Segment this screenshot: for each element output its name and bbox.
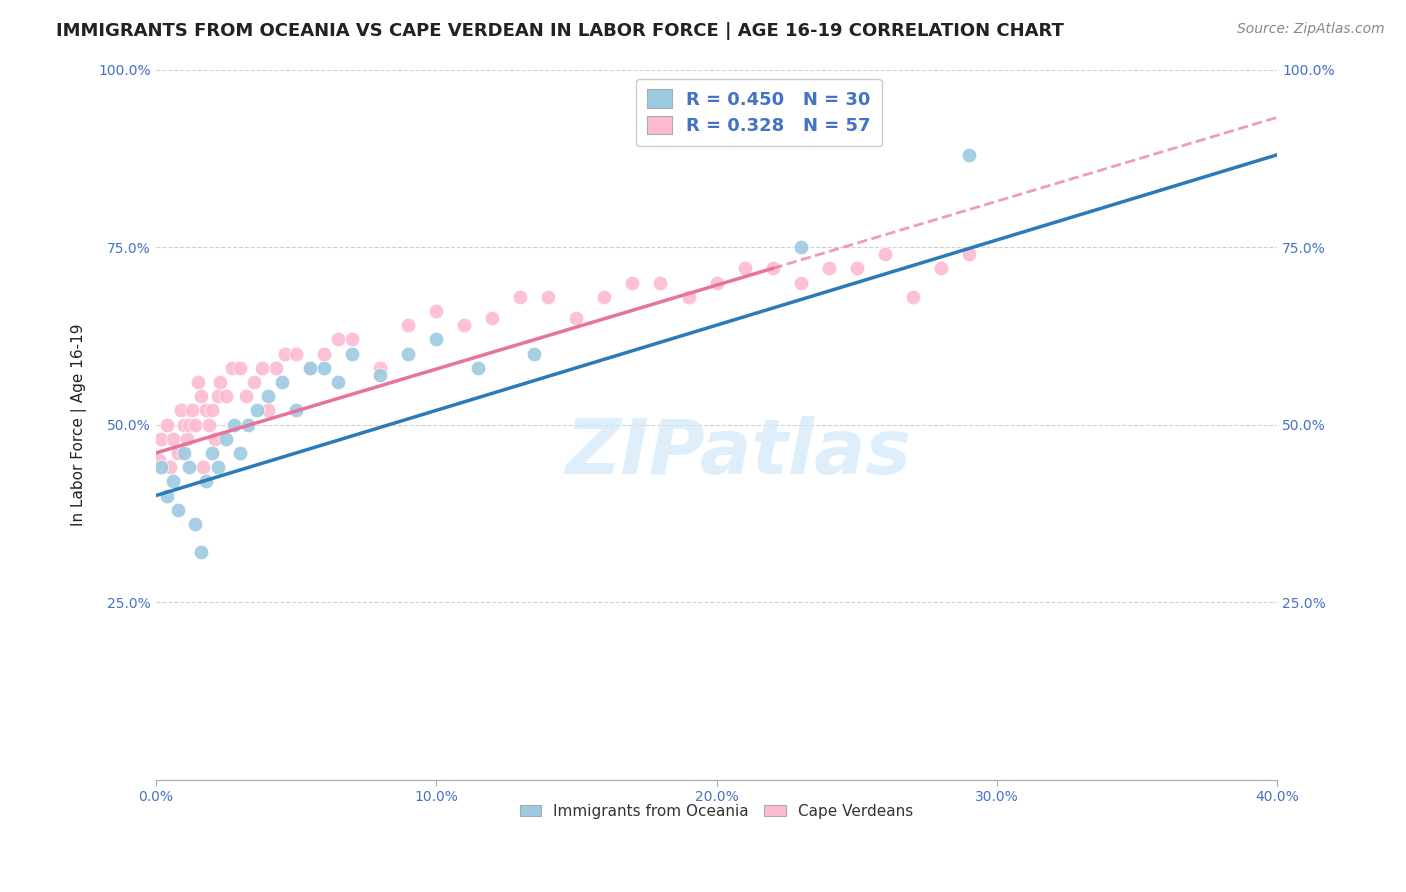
Point xyxy=(957,148,980,162)
Point xyxy=(368,360,391,375)
Legend: Immigrants from Oceania, Cape Verdeans: Immigrants from Oceania, Cape Verdeans xyxy=(513,798,920,825)
Text: IMMIGRANTS FROM OCEANIA VS CAPE VERDEAN IN LABOR FORCE | AGE 16-19 CORRELATION C: IMMIGRANTS FROM OCEANIA VS CAPE VERDEAN … xyxy=(56,22,1064,40)
Point xyxy=(929,261,952,276)
Point xyxy=(706,276,728,290)
Point xyxy=(162,432,184,446)
Point xyxy=(425,332,447,346)
Point xyxy=(299,360,322,375)
Text: Source: ZipAtlas.com: Source: ZipAtlas.com xyxy=(1237,22,1385,37)
Point xyxy=(285,346,308,360)
Point xyxy=(368,368,391,382)
Point xyxy=(190,389,212,403)
Point xyxy=(593,290,616,304)
Point xyxy=(224,417,246,432)
Point xyxy=(789,240,811,254)
Point xyxy=(565,311,588,326)
Point xyxy=(285,403,308,417)
Point xyxy=(156,417,179,432)
Point xyxy=(299,360,322,375)
Point xyxy=(150,460,173,475)
Point xyxy=(252,360,274,375)
Point xyxy=(150,432,173,446)
Point xyxy=(789,276,811,290)
Point xyxy=(167,503,190,517)
Point xyxy=(221,360,243,375)
Point xyxy=(207,460,229,475)
Point xyxy=(257,389,280,403)
Point xyxy=(215,432,238,446)
Point xyxy=(762,261,785,276)
Point xyxy=(207,389,229,403)
Point xyxy=(198,417,221,432)
Point xyxy=(156,489,179,503)
Point xyxy=(650,276,672,290)
Point xyxy=(467,360,489,375)
Point xyxy=(340,346,363,360)
Point xyxy=(159,460,181,475)
Point xyxy=(148,453,170,467)
Point xyxy=(271,375,294,389)
Point xyxy=(187,375,209,389)
Point xyxy=(235,389,257,403)
Text: ZIPatlas: ZIPatlas xyxy=(567,416,912,490)
Point xyxy=(817,261,839,276)
Point xyxy=(957,247,980,261)
Point xyxy=(396,318,419,333)
Point xyxy=(229,446,252,460)
Point xyxy=(201,403,224,417)
Point xyxy=(425,304,447,318)
Point xyxy=(873,247,896,261)
Point xyxy=(243,375,266,389)
Point xyxy=(179,417,201,432)
Point xyxy=(621,276,644,290)
Point xyxy=(162,475,184,489)
Point xyxy=(326,332,349,346)
Point xyxy=(238,417,260,432)
Point xyxy=(312,360,335,375)
Point xyxy=(195,403,218,417)
Point xyxy=(193,460,215,475)
Point xyxy=(537,290,560,304)
Point xyxy=(453,318,475,333)
Y-axis label: In Labor Force | Age 16-19: In Labor Force | Age 16-19 xyxy=(72,323,87,525)
Point xyxy=(204,432,226,446)
Point xyxy=(190,545,212,559)
Point xyxy=(179,460,201,475)
Point xyxy=(312,346,335,360)
Point xyxy=(274,346,297,360)
Point xyxy=(229,360,252,375)
Point xyxy=(173,417,195,432)
Point xyxy=(509,290,531,304)
Point xyxy=(170,403,193,417)
Point xyxy=(266,360,288,375)
Point xyxy=(481,311,503,326)
Point xyxy=(167,446,190,460)
Point xyxy=(845,261,868,276)
Point xyxy=(523,346,546,360)
Point xyxy=(340,332,363,346)
Point xyxy=(734,261,756,276)
Point xyxy=(173,446,195,460)
Point xyxy=(201,446,224,460)
Point xyxy=(181,403,204,417)
Point xyxy=(209,375,232,389)
Point xyxy=(176,432,198,446)
Point xyxy=(195,475,218,489)
Point xyxy=(184,417,207,432)
Point xyxy=(326,375,349,389)
Point xyxy=(396,346,419,360)
Point xyxy=(901,290,924,304)
Point xyxy=(215,389,238,403)
Point xyxy=(184,516,207,531)
Point xyxy=(678,290,700,304)
Point xyxy=(257,403,280,417)
Point xyxy=(246,403,269,417)
